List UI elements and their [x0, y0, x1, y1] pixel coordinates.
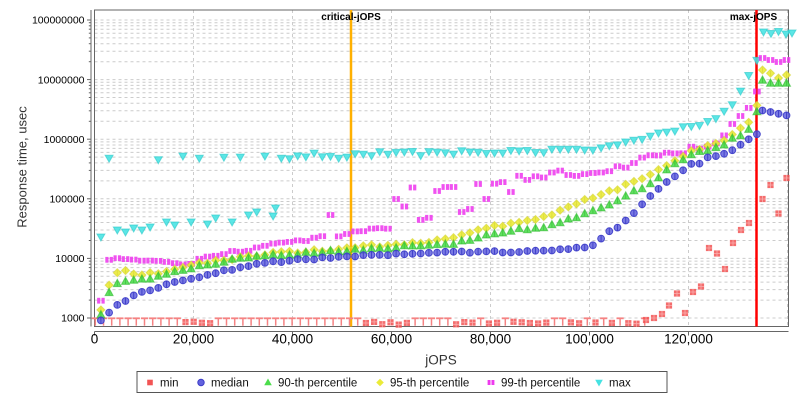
svg-text:40,000: 40,000	[272, 332, 313, 347]
svg-text:20,000: 20,000	[173, 332, 214, 347]
svg-text:max-jOPS: max-jOPS	[730, 12, 778, 23]
svg-text:1000000: 1000000	[44, 134, 85, 146]
svg-text:jOPS: jOPS	[424, 353, 457, 368]
svg-text:median: median	[211, 378, 249, 390]
svg-text:critical-jOPS: critical-jOPS	[321, 12, 381, 23]
svg-text:max: max	[609, 378, 631, 390]
svg-text:99-th percentile: 99-th percentile	[501, 378, 580, 390]
svg-text:10000000: 10000000	[38, 74, 85, 86]
svg-text:min: min	[160, 378, 179, 390]
svg-text:1000: 1000	[61, 313, 85, 325]
svg-text:0: 0	[91, 332, 99, 347]
svg-text:100,000: 100,000	[565, 332, 614, 347]
svg-text:120,000: 120,000	[664, 332, 713, 347]
svg-text:10000: 10000	[55, 253, 84, 265]
svg-text:90-th percentile: 90-th percentile	[278, 378, 357, 390]
svg-text:100000: 100000	[49, 194, 84, 206]
svg-text:100000000: 100000000	[32, 15, 85, 27]
svg-text:80,000: 80,000	[470, 332, 511, 347]
svg-text:60,000: 60,000	[371, 332, 412, 347]
svg-text:Response time, usec: Response time, usec	[15, 106, 30, 228]
svg-text:95-th percentile: 95-th percentile	[390, 378, 469, 390]
